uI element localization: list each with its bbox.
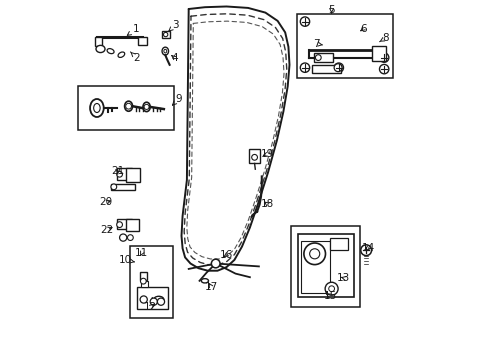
Ellipse shape — [163, 49, 166, 53]
Bar — [136, 287, 168, 309]
Ellipse shape — [142, 102, 150, 112]
Text: 1: 1 — [127, 24, 140, 35]
Bar — [117, 219, 132, 229]
Text: 19: 19 — [261, 149, 274, 159]
Circle shape — [300, 63, 309, 72]
Text: 6: 6 — [359, 24, 366, 34]
Circle shape — [144, 104, 149, 109]
Bar — [371, 46, 385, 61]
Text: 4: 4 — [171, 53, 177, 63]
Bar — [141, 281, 148, 287]
Circle shape — [117, 171, 122, 177]
Bar — [329, 238, 347, 250]
Ellipse shape — [118, 52, 124, 58]
Ellipse shape — [153, 296, 163, 303]
Circle shape — [379, 53, 388, 62]
Circle shape — [111, 184, 117, 190]
Ellipse shape — [162, 47, 168, 55]
Circle shape — [379, 64, 388, 74]
Text: 2: 2 — [130, 52, 140, 63]
Ellipse shape — [201, 279, 208, 283]
Bar — [125, 168, 140, 182]
Bar — [301, 241, 329, 293]
Circle shape — [309, 249, 319, 259]
Circle shape — [140, 278, 146, 284]
Text: 21: 21 — [111, 166, 124, 176]
Text: 13: 13 — [336, 273, 349, 283]
Ellipse shape — [90, 99, 103, 117]
Circle shape — [157, 298, 164, 305]
Bar — [125, 219, 139, 231]
Circle shape — [127, 235, 133, 240]
Circle shape — [325, 282, 337, 295]
Text: 14: 14 — [361, 243, 375, 253]
Circle shape — [360, 245, 371, 256]
Text: 12: 12 — [144, 302, 157, 312]
Bar — [290, 226, 360, 307]
Circle shape — [211, 259, 220, 268]
Ellipse shape — [107, 49, 114, 54]
Circle shape — [125, 103, 131, 109]
Circle shape — [333, 64, 342, 72]
Ellipse shape — [124, 101, 132, 111]
Circle shape — [328, 286, 334, 292]
Text: 5: 5 — [327, 5, 334, 15]
Circle shape — [251, 154, 257, 160]
Text: 22: 22 — [100, 225, 113, 235]
Circle shape — [140, 296, 147, 303]
Bar — [162, 31, 169, 38]
Circle shape — [163, 32, 167, 37]
Text: 7: 7 — [312, 39, 322, 49]
Bar — [311, 65, 340, 73]
Text: 15: 15 — [323, 291, 336, 301]
Bar — [140, 272, 146, 280]
Text: 20: 20 — [99, 197, 112, 207]
Text: 18: 18 — [261, 199, 274, 210]
Text: 3: 3 — [168, 20, 178, 31]
Text: 16: 16 — [220, 250, 233, 260]
Circle shape — [150, 298, 157, 305]
Circle shape — [315, 55, 321, 60]
Bar — [130, 246, 173, 318]
Text: 8: 8 — [379, 33, 388, 43]
Text: 10: 10 — [118, 255, 134, 265]
Text: 11: 11 — [135, 248, 148, 258]
Bar — [249, 149, 260, 163]
Circle shape — [117, 222, 122, 228]
Bar — [313, 53, 333, 62]
Ellipse shape — [96, 45, 105, 53]
Circle shape — [300, 17, 309, 26]
Text: 9: 9 — [172, 94, 182, 105]
Bar — [138, 37, 147, 45]
Text: 17: 17 — [204, 282, 218, 292]
Bar — [78, 86, 174, 130]
Bar — [117, 168, 132, 180]
Bar — [296, 14, 392, 78]
Ellipse shape — [94, 104, 100, 113]
Bar — [111, 184, 134, 190]
Circle shape — [120, 234, 126, 241]
Bar — [297, 234, 353, 297]
Bar — [95, 37, 102, 46]
Circle shape — [303, 243, 325, 265]
Circle shape — [333, 63, 343, 72]
